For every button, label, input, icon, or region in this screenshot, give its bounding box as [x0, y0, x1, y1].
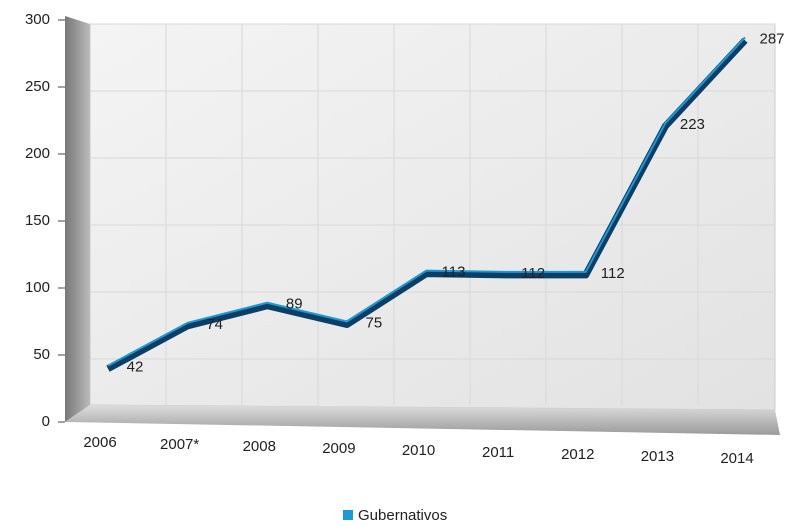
y-tick-label: 150: [25, 212, 50, 229]
x-tick-label: 2008: [243, 438, 276, 455]
data-line: [107, 36, 746, 367]
data-label: 42: [127, 359, 144, 376]
y-tick-label: 250: [25, 78, 50, 95]
data-label: 112: [601, 265, 625, 282]
x-tick-label: 2014: [720, 450, 753, 467]
x-tick-label: 2007*: [160, 436, 199, 453]
back-wall: [89, 23, 776, 411]
data-label: 112: [521, 265, 545, 282]
floor: [65, 405, 780, 435]
x-tick-label: 2011: [482, 444, 514, 461]
y-tick-label: 0: [42, 413, 50, 430]
x-tick-label: 2006: [83, 434, 116, 451]
y-tick-label: 100: [25, 279, 50, 296]
y-tick-label: 50: [33, 346, 50, 363]
y-tick-label: 300: [25, 11, 50, 28]
data-label: 74: [206, 316, 223, 333]
data-label: 75: [366, 314, 383, 331]
vertical-grid: [165, 24, 699, 406]
x-tick-label: 2010: [402, 442, 435, 459]
line-ribbon: [106, 38, 748, 372]
side-wall: [65, 16, 90, 422]
y-tick-label: 200: [25, 145, 50, 162]
x-tick-label: 2013: [641, 448, 674, 465]
data-label: 113: [442, 264, 466, 281]
data-label: 89: [286, 296, 303, 313]
data-label: 287: [759, 30, 784, 47]
x-tick-label: 2009: [322, 440, 355, 457]
legend-label: Gubernativos: [358, 507, 447, 524]
legend-swatch: [343, 510, 353, 520]
data-label: 223: [680, 116, 705, 133]
x-tick-label: 2012: [561, 446, 594, 463]
